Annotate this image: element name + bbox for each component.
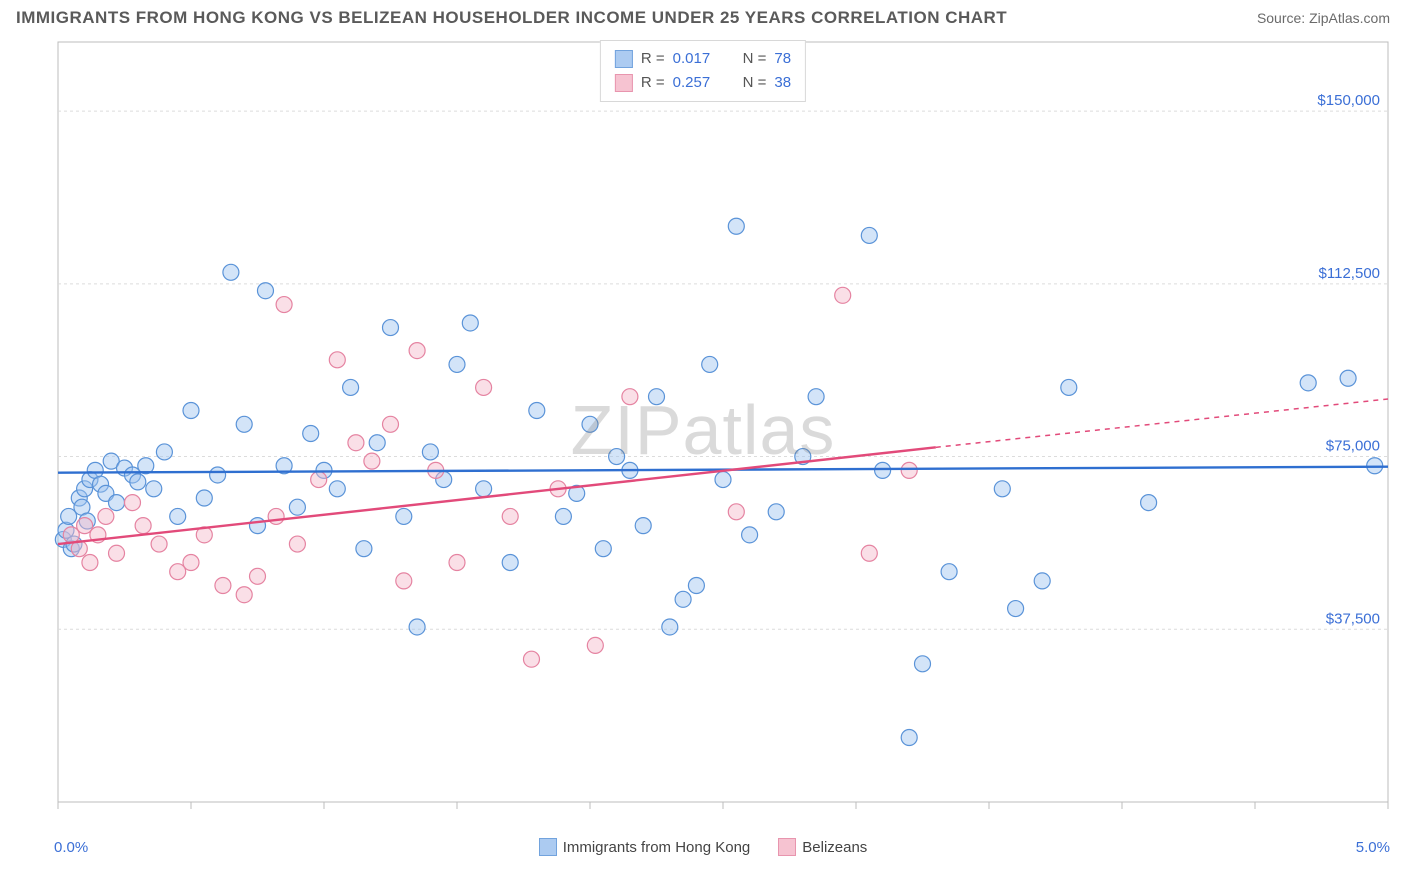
legend-label-series2: Belizeans	[802, 839, 867, 856]
legend-swatch-bottom-2	[778, 838, 796, 856]
legend-row-series1: R = 0.017 N = 78	[615, 47, 791, 71]
svg-text:$112,500: $112,500	[1319, 265, 1380, 282]
legend-item-series2: Belizeans	[778, 838, 867, 856]
svg-text:$150,000: $150,000	[1317, 92, 1380, 109]
chart-title: IMMIGRANTS FROM HONG KONG VS BELIZEAN HO…	[16, 8, 1007, 28]
legend-swatch-series2	[615, 74, 633, 92]
n-value-series1: 78	[774, 47, 791, 71]
header: IMMIGRANTS FROM HONG KONG VS BELIZEAN HO…	[0, 0, 1406, 32]
scatter-chart: $37,500 $75,000 $112,500 $150,000	[48, 32, 1398, 832]
correlation-legend: R = 0.017 N = 78 R = 0.257 N = 38	[600, 40, 806, 102]
series-legend: Immigrants from Hong Kong Belizeans	[0, 838, 1406, 856]
r-value-series2: 0.257	[673, 71, 725, 95]
legend-swatch-series1	[615, 50, 633, 68]
svg-text:$75,000: $75,000	[1326, 438, 1380, 455]
legend-swatch-bottom-1	[539, 838, 557, 856]
svg-text:$37,500: $37,500	[1326, 610, 1380, 627]
r-value-series1: 0.017	[673, 47, 725, 71]
source-attribution: Source: ZipAtlas.com	[1257, 10, 1390, 26]
legend-item-series1: Immigrants from Hong Kong	[539, 838, 751, 856]
legend-row-series2: R = 0.257 N = 38	[615, 71, 791, 95]
chart-container: Householder Income Under 25 years $37,50…	[0, 32, 1406, 862]
legend-label-series1: Immigrants from Hong Kong	[563, 839, 751, 856]
n-value-series2: 38	[774, 71, 791, 95]
